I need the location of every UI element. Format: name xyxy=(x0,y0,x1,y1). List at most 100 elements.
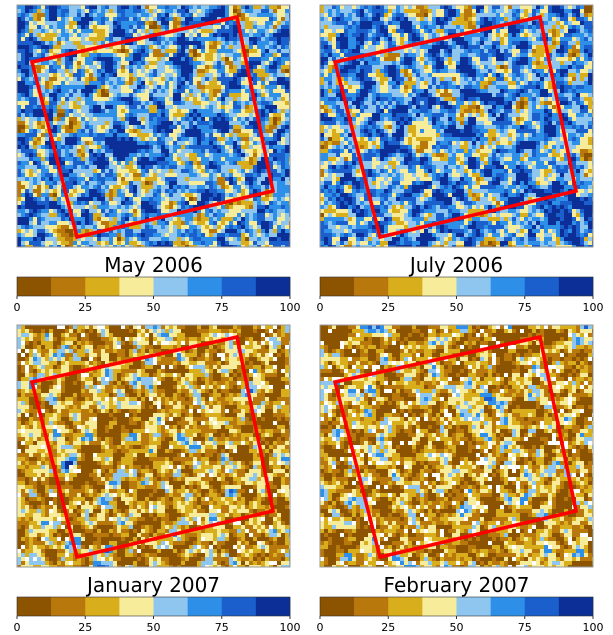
map-cell xyxy=(69,161,73,165)
map-cell xyxy=(528,41,532,45)
map-cell xyxy=(33,45,37,49)
map-cell xyxy=(169,65,173,69)
map-cell xyxy=(113,13,117,17)
map-cell xyxy=(201,229,205,233)
map-cell xyxy=(141,157,145,161)
map-cell xyxy=(221,41,225,45)
map-cell xyxy=(368,33,372,37)
map-cell xyxy=(41,193,45,197)
map-cell xyxy=(273,53,277,57)
map-cell xyxy=(105,157,109,161)
map-cell xyxy=(105,113,109,117)
map-cell xyxy=(225,237,229,241)
map-cell xyxy=(476,5,480,9)
map-cell xyxy=(217,29,221,33)
map-cell xyxy=(193,57,197,61)
map-cell xyxy=(229,33,233,37)
map-cell xyxy=(81,237,85,241)
map-cell xyxy=(89,53,93,57)
map-cell xyxy=(129,141,133,145)
map-cell xyxy=(277,9,281,13)
map-cell xyxy=(37,33,41,37)
map-cell xyxy=(281,153,285,157)
map-cell xyxy=(348,21,352,25)
map-cell xyxy=(133,145,137,149)
map-cell xyxy=(177,41,181,45)
map-cell xyxy=(360,37,364,41)
map-cell xyxy=(45,89,49,93)
map-cell xyxy=(37,217,41,221)
map-cell xyxy=(17,221,21,225)
map-cell xyxy=(169,41,173,45)
map-cell xyxy=(265,61,269,65)
map-cell xyxy=(544,13,548,17)
map-cell xyxy=(181,129,185,133)
map-cell xyxy=(149,205,153,209)
map-cell xyxy=(213,101,217,105)
map-cell xyxy=(181,9,185,13)
map-cell xyxy=(249,29,253,33)
map-cell xyxy=(137,145,141,149)
map-cell xyxy=(89,41,93,45)
map-cell xyxy=(177,209,181,213)
map-cell xyxy=(516,33,520,37)
map-cell xyxy=(21,61,25,65)
map-cell xyxy=(185,237,189,241)
map-cell xyxy=(185,37,189,41)
map-cell xyxy=(261,117,265,121)
map-cell xyxy=(77,237,81,241)
map-cell xyxy=(101,25,105,29)
map-cell xyxy=(129,217,133,221)
map-cell xyxy=(61,129,65,133)
map-cell xyxy=(285,93,289,97)
map-cell xyxy=(233,77,237,81)
map-cell xyxy=(564,9,568,13)
map-cell xyxy=(384,21,388,25)
map-cell xyxy=(400,37,404,41)
map-cell xyxy=(89,33,93,37)
map-cell xyxy=(81,229,85,233)
map-cell xyxy=(133,133,137,137)
map-cell xyxy=(77,77,81,81)
map-cell xyxy=(109,85,113,89)
map-cell xyxy=(285,185,289,189)
map-cell xyxy=(177,237,181,241)
map-cell xyxy=(544,21,548,25)
map-cell xyxy=(69,233,73,237)
map-cell xyxy=(181,49,185,53)
map-cell xyxy=(97,109,101,113)
map-cell xyxy=(376,25,380,29)
map-cell xyxy=(85,33,89,37)
map-cell xyxy=(173,229,177,233)
map-cell xyxy=(77,141,81,145)
map-cell xyxy=(245,81,249,85)
map-cell xyxy=(273,33,277,37)
map-cell xyxy=(384,45,388,49)
map-cell xyxy=(73,153,77,157)
map-cell xyxy=(157,97,161,101)
map-cell xyxy=(53,141,57,145)
map-cell xyxy=(209,73,213,77)
map-cell xyxy=(392,29,396,33)
map-cell xyxy=(229,61,233,65)
map-cell xyxy=(53,185,57,189)
map-cell xyxy=(57,93,61,97)
map-cell xyxy=(105,241,109,245)
map-cell xyxy=(197,173,201,177)
map-cell xyxy=(121,9,125,13)
map-cell xyxy=(129,25,133,29)
map-cell xyxy=(49,49,53,53)
map-cell xyxy=(468,21,472,25)
map-cell xyxy=(145,65,149,69)
map-cell xyxy=(524,41,528,45)
map-cell xyxy=(257,17,261,21)
map-cell xyxy=(324,33,328,37)
map-cell xyxy=(89,93,93,97)
map-cell xyxy=(165,237,169,241)
map-cell xyxy=(133,137,137,141)
map-cell xyxy=(129,113,133,117)
map-cell xyxy=(125,73,129,77)
map-cell xyxy=(360,25,364,29)
map-cell xyxy=(153,21,157,25)
map-cell xyxy=(61,137,65,141)
